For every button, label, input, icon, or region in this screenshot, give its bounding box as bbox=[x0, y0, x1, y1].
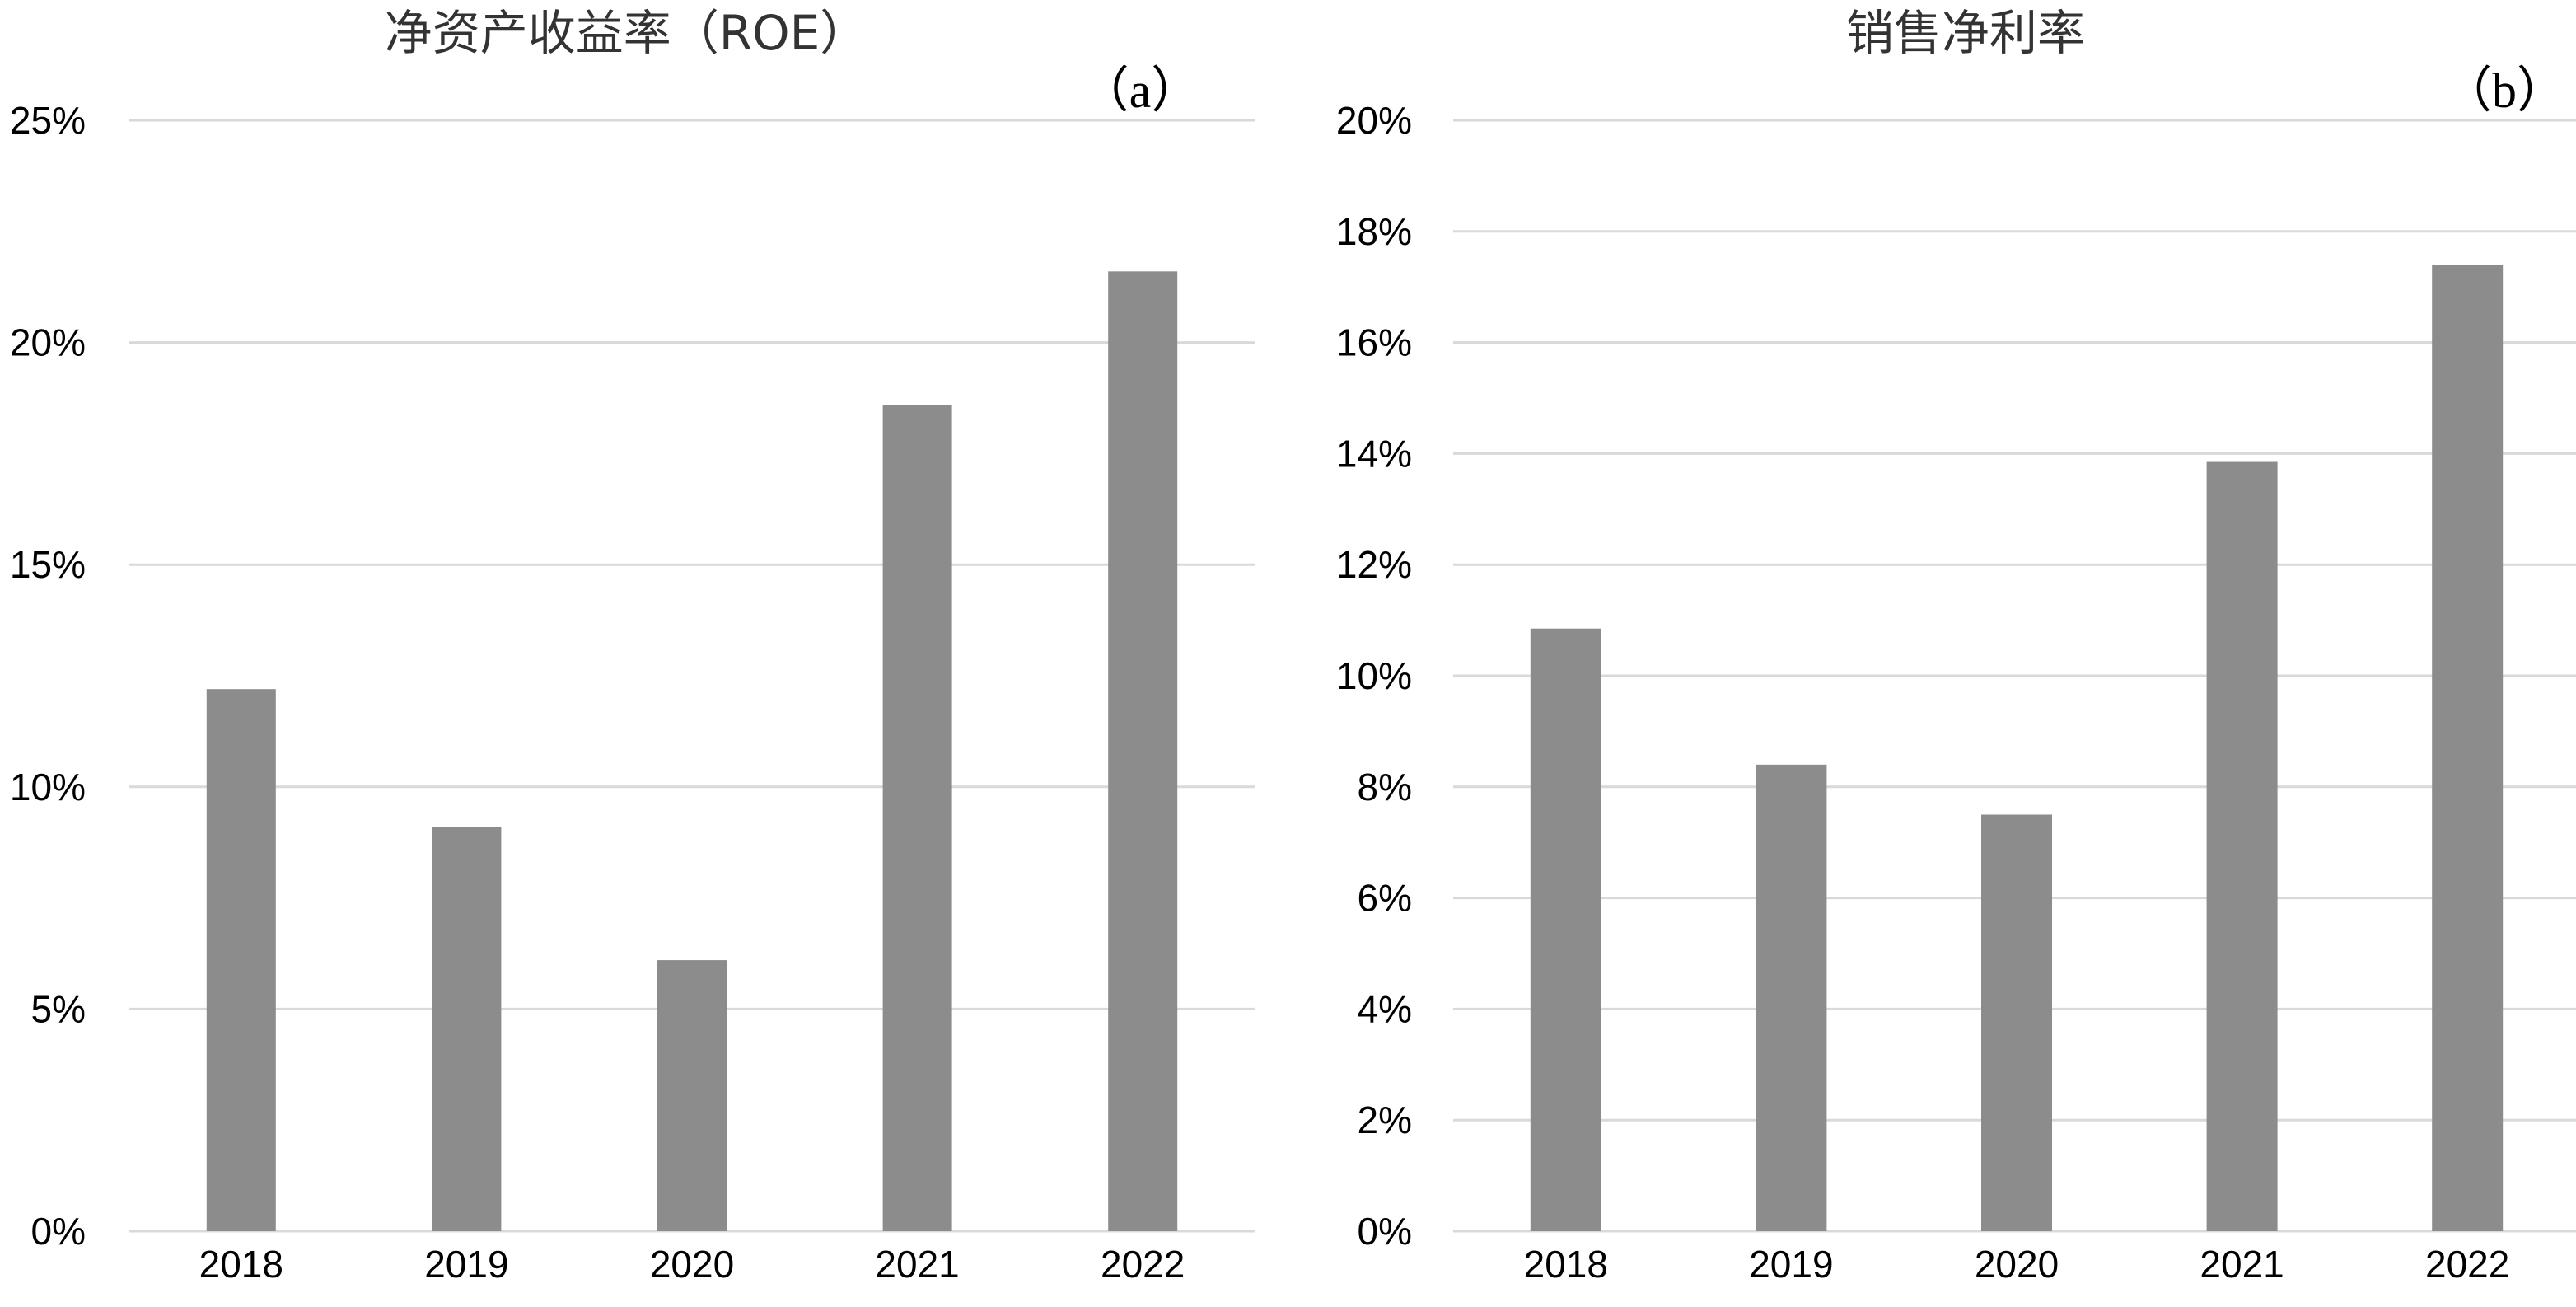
chart-title: 净资产收益率（ROE） bbox=[385, 5, 868, 61]
x-tick-label: 2020 bbox=[650, 1243, 734, 1286]
x-tick-label: 2018 bbox=[1524, 1243, 1608, 1286]
y-tick-label: 10% bbox=[10, 766, 86, 808]
panel-label: （a） bbox=[1080, 63, 1201, 118]
panel-label: （b） bbox=[2443, 63, 2566, 118]
x-tick-label: 2021 bbox=[2200, 1243, 2284, 1286]
x-tick-label: 2021 bbox=[875, 1243, 959, 1286]
bar-2018 bbox=[1530, 628, 1601, 1231]
y-tick-label: 0% bbox=[31, 1210, 86, 1253]
y-tick-label: 5% bbox=[31, 987, 86, 1030]
x-tick-label: 2022 bbox=[1101, 1243, 1185, 1286]
y-tick-label: 14% bbox=[1336, 432, 1412, 475]
x-tick-label: 2019 bbox=[424, 1243, 508, 1286]
y-tick-label: 20% bbox=[1336, 99, 1412, 142]
x-tick-label: 2019 bbox=[1749, 1243, 1833, 1286]
bar-2019 bbox=[432, 827, 502, 1231]
bar-2021 bbox=[882, 405, 952, 1231]
bar-2019 bbox=[1756, 764, 1827, 1231]
y-tick-label: 12% bbox=[1336, 543, 1412, 586]
y-tick-label: 6% bbox=[1358, 877, 1412, 920]
bar-2020 bbox=[1981, 814, 2052, 1231]
bar-2022 bbox=[2432, 265, 2504, 1231]
chart-panel-roe: 0% 5% 10% 15% 20% 25% 2018 2019 2020 2021 2022 净资产收… bbox=[10, 5, 1255, 1286]
y-tick-label: 16% bbox=[1336, 321, 1412, 364]
y-tick-label: 8% bbox=[1358, 766, 1412, 808]
y-tick-label: 10% bbox=[1336, 654, 1412, 697]
x-tick-label: 2022 bbox=[2425, 1243, 2509, 1286]
bar-2021 bbox=[2206, 461, 2278, 1231]
y-tick-label: 20% bbox=[10, 321, 86, 364]
chart-title: 销售净利率 bbox=[1846, 5, 2085, 61]
y-tick-label: 15% bbox=[10, 543, 86, 586]
y-tick-label: 2% bbox=[1358, 1099, 1412, 1141]
chart-panel-net-profit-margin: 0% 2% 4% 6% 8% 10% 12% 14% 16% 18% 20% 2018 2019 2020… bbox=[1336, 5, 2576, 1286]
y-tick-label: 18% bbox=[1336, 210, 1412, 253]
x-tick-label: 2020 bbox=[1975, 1243, 2059, 1286]
y-tick-label: 25% bbox=[10, 99, 86, 142]
bar-2020 bbox=[657, 960, 727, 1231]
bar-2018 bbox=[206, 689, 276, 1231]
y-tick-label: 0% bbox=[1358, 1210, 1412, 1253]
x-tick-label: 2018 bbox=[199, 1243, 283, 1286]
y-tick-label: 4% bbox=[1358, 987, 1412, 1030]
bar-2022 bbox=[1108, 271, 1178, 1231]
